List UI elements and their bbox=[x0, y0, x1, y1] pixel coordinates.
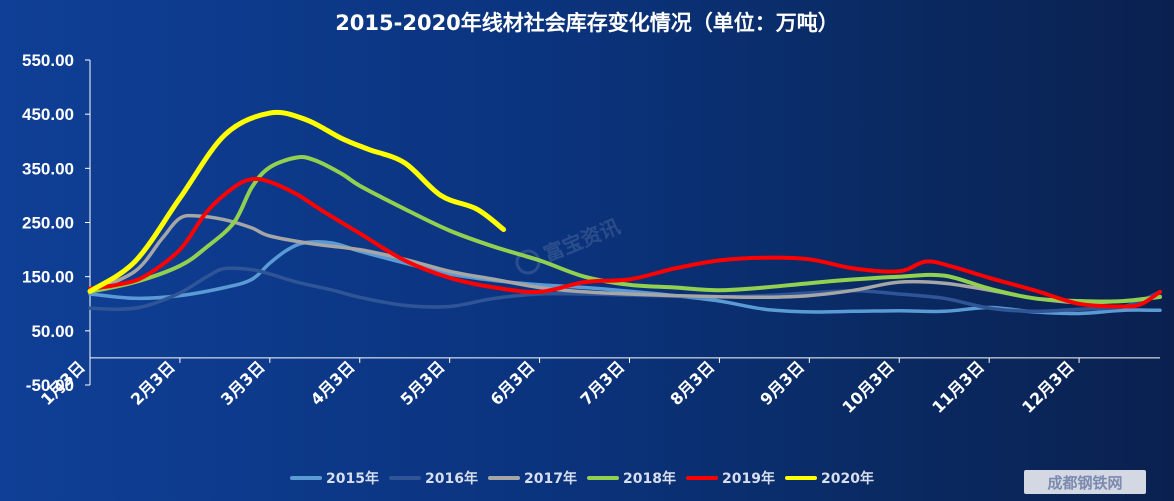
series-layer bbox=[87, 109, 1162, 316]
corner-logo: 成都钢铁网 bbox=[1024, 470, 1146, 494]
series-line-3 bbox=[88, 213, 1162, 305]
y-tick-label: 350.00 bbox=[22, 159, 74, 178]
x-tick-label: 6月3日 bbox=[487, 357, 539, 409]
legend-label-1: 2015年 bbox=[326, 470, 379, 487]
x-tick-label: 3月3日 bbox=[217, 357, 269, 409]
x-tick-label: 5月3日 bbox=[397, 357, 449, 409]
y-tick-label: 450.00 bbox=[22, 105, 74, 124]
corner-logo-text: 成都钢铁网 bbox=[1047, 474, 1122, 492]
x-tick-label: 4月3日 bbox=[307, 357, 359, 409]
y-tick-label: 550.00 bbox=[22, 51, 74, 70]
y-tick-label: 50.00 bbox=[31, 322, 74, 341]
corner-logo-background bbox=[1024, 470, 1146, 494]
y-tick-label: -50.00 bbox=[26, 376, 74, 395]
y-tick-label: 250.00 bbox=[22, 214, 74, 233]
x-tick-label: 11月3日 bbox=[928, 357, 988, 417]
series-line-4 bbox=[88, 155, 1162, 304]
x-tick-label: 8月3日 bbox=[666, 357, 718, 409]
legend-label-4: 2018年 bbox=[623, 470, 676, 487]
series-line-2 bbox=[88, 266, 1162, 314]
legend-label-6: 2020年 bbox=[821, 470, 874, 487]
legend-label-5: 2019年 bbox=[722, 470, 775, 487]
legend-label-2: 2016年 bbox=[425, 470, 478, 487]
x-tick-label: 10月3日 bbox=[838, 357, 898, 417]
series-line-1 bbox=[88, 240, 1162, 316]
legend-label-3: 2017年 bbox=[524, 470, 577, 487]
x-tick-label: 12月3日 bbox=[1018, 357, 1078, 417]
series-line-5 bbox=[88, 176, 1162, 309]
legend: 2015年 2016年 2017年 2018年 2019年 2020年 bbox=[290, 470, 874, 487]
watermark: 富宝资讯 bbox=[515, 214, 623, 275]
chart-title: 2015-2020年线材社会库存变化情况（单位：万吨） bbox=[335, 11, 839, 35]
y-tick-label: 150.00 bbox=[22, 268, 74, 287]
x-tick-label: 9月3日 bbox=[756, 357, 808, 409]
x-tick-label: 2月3日 bbox=[127, 357, 179, 409]
series-line-6 bbox=[87, 109, 507, 294]
watermark-text: 富宝资讯 bbox=[540, 214, 623, 266]
x-tick-label: 7月3日 bbox=[577, 357, 629, 409]
